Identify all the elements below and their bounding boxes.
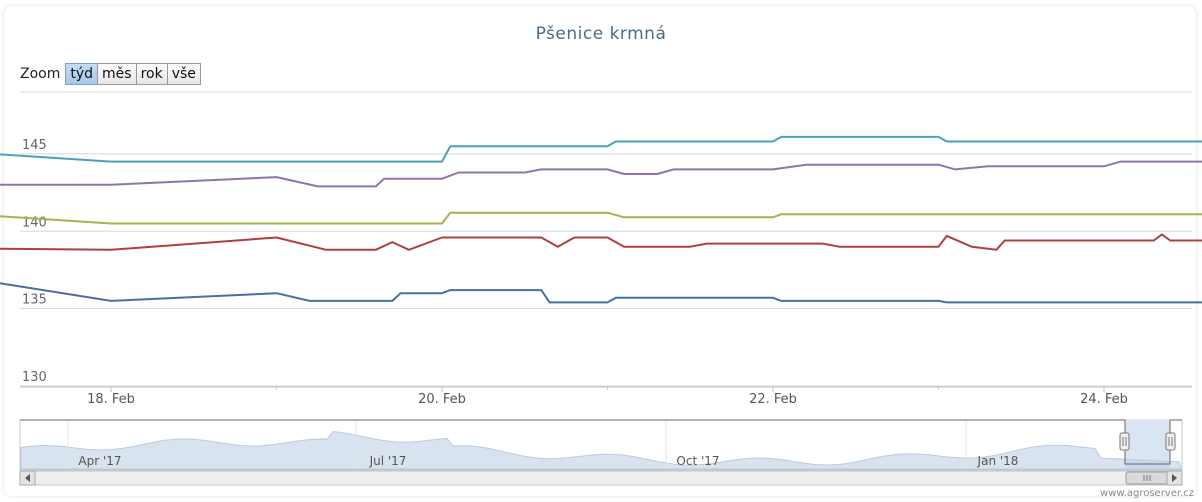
x-tick-label: 22. Feb xyxy=(749,392,797,407)
x-tick-label: 18. Feb xyxy=(87,392,135,407)
navigator-label: Jul '17 xyxy=(369,454,407,468)
zoom-year-button[interactable]: rok xyxy=(135,63,168,85)
series-lines xyxy=(0,135,1202,304)
navigator-outline xyxy=(20,419,1182,465)
zoom-label: Zoom xyxy=(20,66,61,82)
navigator-left-handle[interactable] xyxy=(1119,432,1130,451)
navigator-right-handle[interactable] xyxy=(1165,432,1176,451)
source-watermark: www.agroserver.cz xyxy=(1100,488,1194,499)
scroll-right-button[interactable] xyxy=(1166,470,1183,486)
series-line-green xyxy=(0,211,1202,225)
x-tick-label: 24. Feb xyxy=(1080,392,1128,407)
zoom-month-button[interactable]: měs xyxy=(97,63,137,85)
navigator-selection[interactable] xyxy=(1125,421,1170,469)
scrollbar-track[interactable] xyxy=(19,470,1183,486)
series-line-teal xyxy=(0,135,1202,163)
y-tick-label: 145 xyxy=(22,138,47,153)
chart-card xyxy=(4,6,1196,496)
series-line-purple xyxy=(0,160,1202,188)
scroll-left-button[interactable] xyxy=(19,470,36,486)
navigator-label: Apr '17 xyxy=(78,454,121,468)
zoom-selector: Zoom týd měs rok vše xyxy=(20,63,201,85)
series-line-blue xyxy=(0,282,1202,304)
navigator-label: Jan '18 xyxy=(977,454,1019,468)
zoom-all-button[interactable]: vše xyxy=(166,63,201,85)
grid-lines xyxy=(20,91,1192,387)
navigator-labels: Apr '17 Jul '17 Oct '17 Jan '18 xyxy=(67,421,1019,469)
scrollbar[interactable] xyxy=(19,470,1183,486)
y-tick-label: 135 xyxy=(22,293,47,308)
y-tick-label: 130 xyxy=(22,370,47,385)
navigator[interactable]: Apr '17 Jul '17 Oct '17 Jan '18 xyxy=(19,419,1183,471)
navigator-label: Oct '17 xyxy=(676,454,719,468)
series-line-red xyxy=(0,233,1202,251)
chart-title: Pšenice krmná xyxy=(535,24,667,44)
navigator-area xyxy=(20,430,1182,470)
x-tick-label: 20. Feb xyxy=(418,392,466,407)
